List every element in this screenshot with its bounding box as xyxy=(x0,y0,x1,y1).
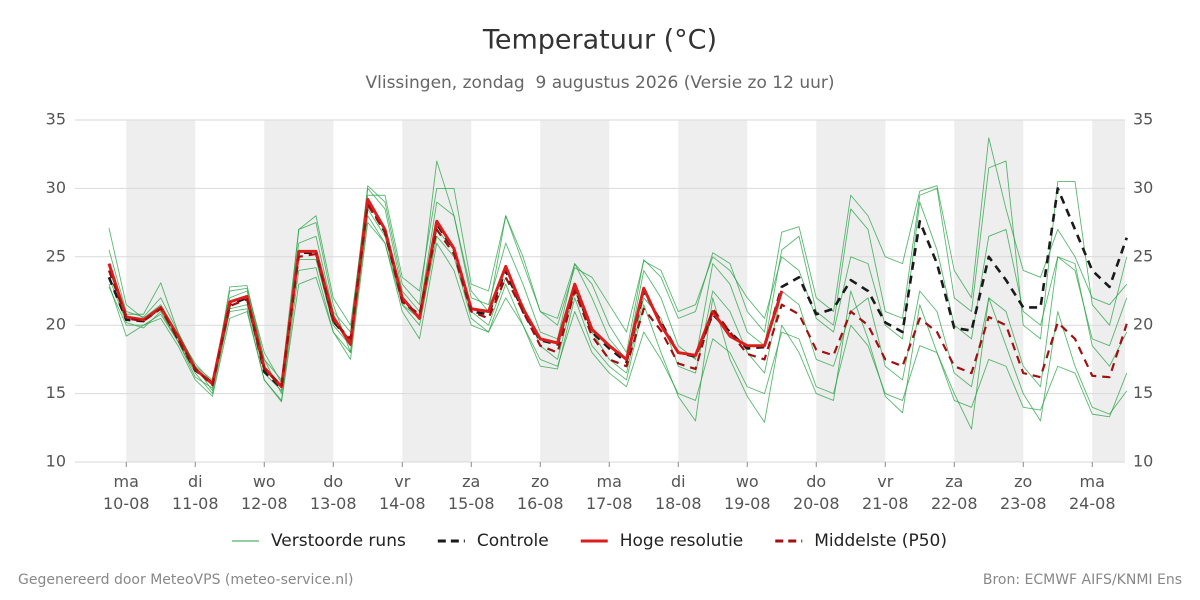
x-tick-label: di 11-08 xyxy=(172,472,219,513)
legend-label: Hoge resolutie xyxy=(620,531,744,551)
y-tick-label: 30 xyxy=(46,178,66,197)
day-shade xyxy=(264,120,334,462)
day-shade xyxy=(1092,120,1125,462)
x-tick-label: vr 14-08 xyxy=(379,472,426,513)
x-tick-label: di 18-08 xyxy=(655,472,702,513)
x-tick-label: za 22-08 xyxy=(931,472,978,513)
legend-label: Verstoorde runs xyxy=(271,531,406,551)
y2-tick-label: 35 xyxy=(1133,110,1153,129)
y2-tick-label: 15 xyxy=(1133,383,1153,402)
legend-label: Controle xyxy=(477,531,549,551)
x-tick-label: do 20-08 xyxy=(793,472,840,513)
x-tick-label: ma 24-08 xyxy=(1069,472,1116,513)
footer-right: Bron: ECMWF AIFS/KNMI Ens xyxy=(983,572,1182,588)
chart-title: Temperatuur (°C) xyxy=(482,25,717,56)
x-tick-label: do 13-08 xyxy=(310,472,357,513)
y-tick-label: 15 xyxy=(46,383,66,402)
x-tick-label: wo 12-08 xyxy=(241,472,288,513)
footer-left: Gegenereerd door MeteoVPS (meteo-service… xyxy=(18,572,353,588)
x-tick-label: wo 19-08 xyxy=(724,472,771,513)
y-tick-label: 25 xyxy=(46,246,66,265)
legend-label: Middelste (P50) xyxy=(814,531,947,551)
x-tick-label: za 15-08 xyxy=(448,472,495,513)
series-line xyxy=(108,187,1128,381)
y-tick-label: 10 xyxy=(46,452,66,471)
x-tick-label: zo 23-08 xyxy=(1000,472,1047,513)
x-tick-label: zo 16-08 xyxy=(517,472,564,513)
day-shade xyxy=(126,120,196,462)
chart-subtitle: Vlissingen, zondag 9 augustus 2026 (Vers… xyxy=(366,73,835,93)
series-line xyxy=(108,215,1128,430)
x-tick-label: ma 10-08 xyxy=(103,472,150,513)
x-tick-label: vr 21-08 xyxy=(862,472,909,513)
series-line xyxy=(107,203,1128,387)
y-tick-label: 20 xyxy=(46,315,66,334)
x-tick-label: ma 17-08 xyxy=(586,472,633,513)
y-tick-label: 35 xyxy=(46,110,66,129)
y2-tick-label: 10 xyxy=(1133,452,1153,471)
series-line xyxy=(107,187,1128,390)
series-line xyxy=(108,137,1128,384)
y2-tick-label: 20 xyxy=(1133,315,1153,334)
day-shade xyxy=(402,120,472,462)
series-line xyxy=(108,208,1128,392)
y2-tick-label: 25 xyxy=(1133,246,1153,265)
series-line xyxy=(108,222,1128,418)
y2-tick-label: 30 xyxy=(1133,178,1153,197)
